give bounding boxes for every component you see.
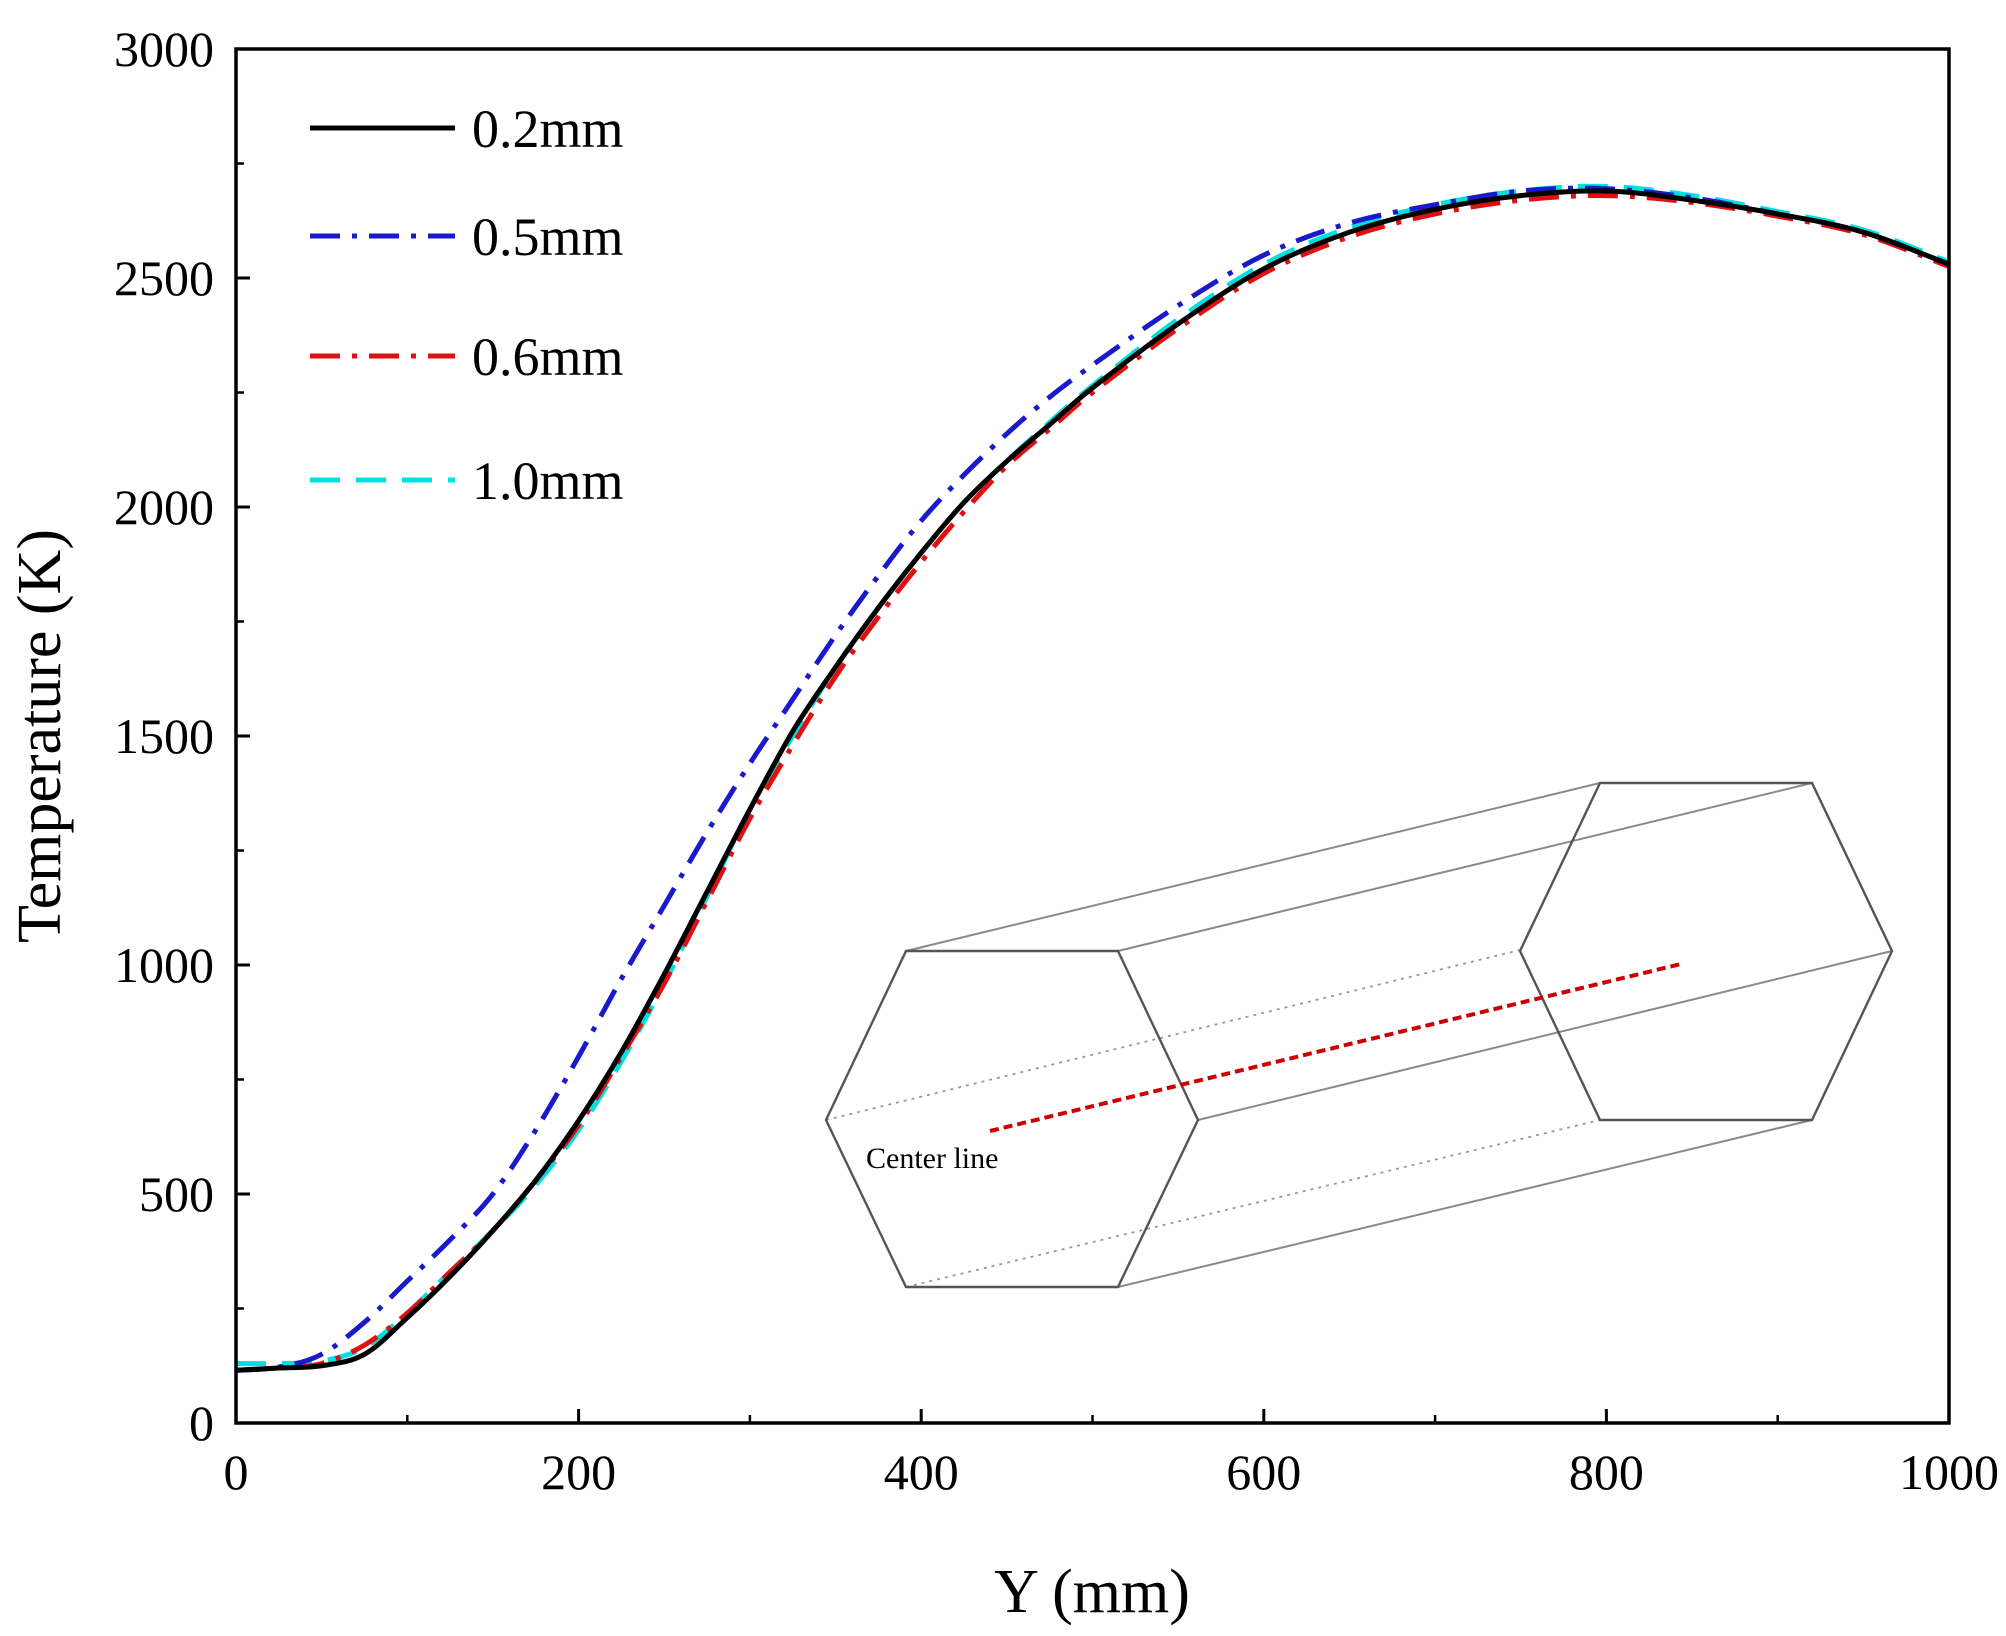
inset-center-line <box>989 962 1682 1133</box>
series-line-0-2mm <box>235 188 1950 1373</box>
series-line-0-6mm <box>235 193 1950 1373</box>
prism-edges <box>905 782 1893 1288</box>
x-tick-label: 600 <box>1226 1444 1301 1500</box>
x-tick-label: 0 <box>224 1444 249 1500</box>
y-tick-label: 3000 <box>114 21 214 77</box>
legend-label-0-6mm: 0.6mm <box>472 327 624 387</box>
series-line-0-5mm <box>235 185 1950 1373</box>
legend: 0.2mm 0.5mm 0.6mm 1.0mm <box>310 99 624 511</box>
inset-hexagonal-prism-diagram: Center line <box>824 781 1894 1289</box>
legend-label-0-2mm: 0.2mm <box>472 99 624 159</box>
axis-ticks: 0 200 400 600 800 1000 0 500 1000 1500 2000 2500 300… <box>114 21 1999 1500</box>
x-axis-title: Y (mm) <box>994 1558 1190 1626</box>
prism-front-hexagon <box>824 949 1200 1289</box>
y-tick-label: 500 <box>139 1166 214 1222</box>
series-layer <box>235 183 1950 1373</box>
prism-back-hexagon <box>1518 781 1894 1122</box>
y-tick-label: 1000 <box>114 937 214 993</box>
y-tick-label: 1500 <box>114 708 214 764</box>
x-tick-label: 800 <box>1569 1444 1644 1500</box>
x-tick-label: 400 <box>884 1444 959 1500</box>
y-tick-label: 2500 <box>114 250 214 306</box>
inset-center-line-label: Center line <box>866 1142 998 1175</box>
y-tick-label: 2000 <box>114 479 214 535</box>
legend-label-1-0mm: 1.0mm <box>472 451 624 511</box>
x-tick-label: 1000 <box>1899 1444 1999 1500</box>
legend-label-0-5mm: 0.5mm <box>472 207 624 267</box>
prism-hidden-edges <box>825 949 1601 1288</box>
y-tick-label: 0 <box>189 1395 214 1451</box>
y-axis-title: Temperature (K) <box>6 529 74 943</box>
x-tick-label: 200 <box>541 1444 616 1500</box>
